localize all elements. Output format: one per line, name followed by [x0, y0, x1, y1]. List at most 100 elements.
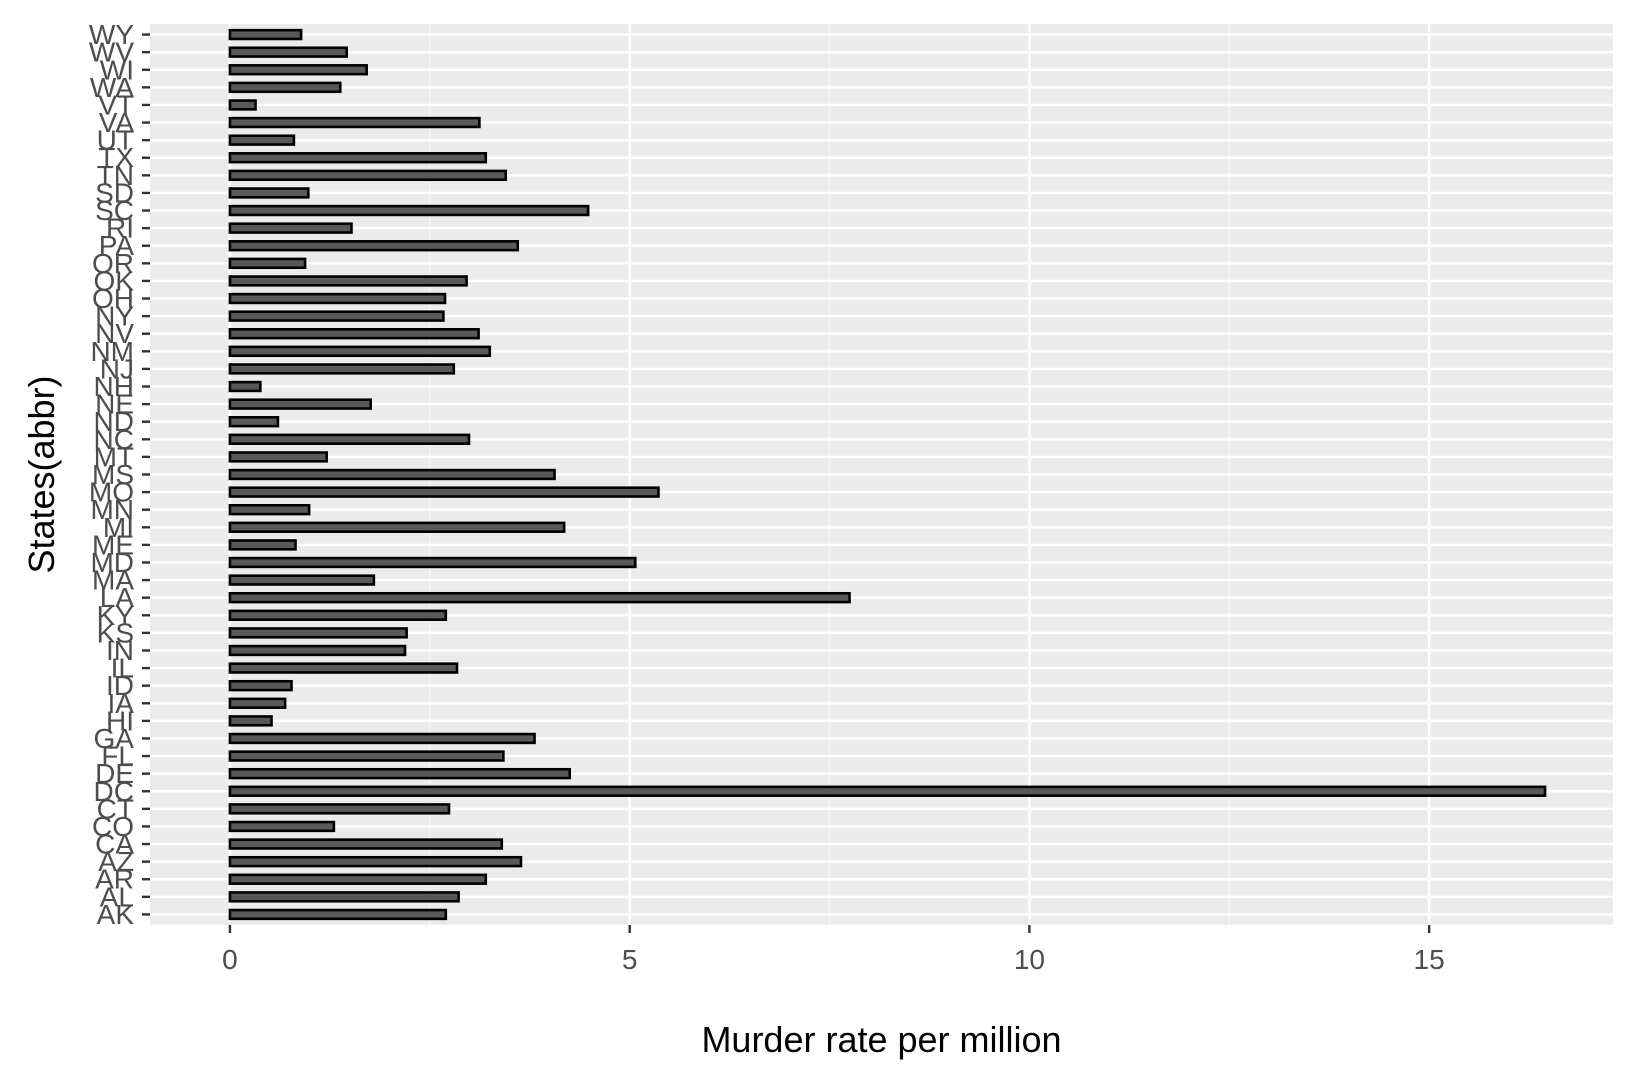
y-tick-label: TN	[97, 160, 134, 191]
y-axis: AKALARAZCACOCTDCDEFLGAHIIAIDILINKSKYLAMA…	[89, 19, 150, 930]
bar-de	[228, 767, 572, 780]
y-tick-label: NE	[95, 389, 134, 420]
y-axis-title: States(abbr)	[21, 375, 62, 573]
bar-md	[228, 556, 637, 569]
bar-ar	[228, 873, 488, 885]
bar-ri	[228, 222, 353, 234]
bar-az	[228, 855, 523, 868]
bar-mo	[228, 486, 660, 498]
y-tick-label: AR	[95, 864, 134, 895]
bar-nd	[228, 416, 280, 428]
y-tick-label: AL	[100, 881, 134, 912]
bar-in	[228, 644, 407, 657]
y-tick-label: IN	[106, 635, 134, 666]
bar-nm	[228, 345, 492, 358]
bar-nh	[228, 380, 262, 393]
bar-mi	[228, 521, 566, 533]
y-tick-label: MT	[94, 441, 134, 472]
bar-id	[228, 679, 293, 692]
y-tick-label: FL	[101, 741, 134, 772]
y-tick-label: WI	[100, 54, 134, 85]
y-tick-label: ID	[106, 670, 134, 701]
y-tick-label: DE	[95, 758, 134, 789]
bar-pa	[228, 240, 520, 252]
y-tick-label: SC	[95, 195, 134, 226]
bar-wv	[228, 46, 348, 58]
y-tick-label: CT	[97, 793, 134, 824]
y-tick-label: TX	[98, 142, 134, 173]
bar-sd	[228, 187, 310, 199]
bar-tn	[228, 169, 508, 182]
bar-ia	[228, 697, 287, 709]
bar-ky	[228, 609, 448, 621]
bar-nj	[228, 363, 456, 375]
y-tick-label: ME	[92, 529, 134, 560]
bar-or	[228, 257, 307, 270]
x-axis-title: Murder rate per million	[701, 1019, 1061, 1060]
y-tick-label: UT	[97, 125, 134, 156]
bar-ok	[228, 275, 468, 287]
bar-va	[228, 116, 481, 129]
bar-wy	[228, 28, 303, 41]
y-tick-label: CO	[92, 811, 134, 842]
bar-ca	[228, 838, 504, 850]
y-tick-label: VA	[99, 107, 135, 138]
y-tick-label: OR	[92, 248, 134, 279]
bar-ga	[228, 732, 536, 745]
bar-sc	[228, 204, 590, 217]
y-tick-label: KY	[97, 600, 135, 631]
y-tick-label: OK	[94, 265, 135, 296]
y-tick-label: MS	[92, 459, 134, 490]
bar-nc	[228, 433, 471, 446]
bar-la	[228, 591, 851, 604]
y-tick-label: IL	[111, 653, 134, 684]
bar-ks	[228, 627, 408, 639]
bar-al	[228, 891, 460, 903]
y-tick-label: RI	[106, 213, 134, 244]
bar-me	[228, 539, 297, 551]
y-tick-label: MN	[90, 494, 134, 525]
bar-vt	[228, 99, 257, 111]
bar-il	[228, 662, 459, 674]
y-tick-label: MI	[103, 512, 134, 543]
y-tick-label: VT	[98, 89, 134, 120]
y-tick-label: SD	[95, 177, 134, 208]
y-tick-label: NV	[95, 318, 134, 349]
y-tick-label: KS	[97, 617, 134, 648]
bar-ne	[228, 398, 372, 410]
y-tick-label: WY	[89, 19, 134, 50]
bar-ny	[228, 310, 445, 322]
x-tick-label: 15	[1414, 944, 1445, 975]
bar-ms	[228, 468, 556, 481]
bar-ut	[228, 134, 296, 146]
bar-hi	[228, 715, 273, 727]
bar-oh	[228, 292, 447, 305]
y-tick-label: HI	[106, 705, 134, 736]
y-tick-label: NC	[94, 424, 134, 455]
y-tick-label: WA	[90, 72, 134, 103]
y-tick-label: MA	[92, 565, 134, 596]
bar-fl	[228, 750, 505, 762]
y-tick-label: CA	[95, 829, 134, 860]
bar-wa	[228, 81, 342, 94]
y-tick-label: AZ	[98, 846, 134, 877]
bar-ct	[228, 803, 451, 815]
y-tick-label: AK	[97, 899, 135, 930]
y-tick-label: GA	[94, 723, 135, 754]
y-tick-label: ND	[94, 406, 134, 437]
y-tick-label: PA	[99, 230, 135, 261]
bar-nv	[228, 328, 480, 340]
bar-tx	[228, 152, 488, 164]
x-tick-label: 0	[222, 944, 238, 975]
bars-group	[228, 28, 1547, 921]
bar-ma	[228, 574, 376, 586]
y-tick-label: MD	[90, 547, 134, 578]
bar-wi	[228, 64, 368, 76]
bar-dc	[228, 785, 1547, 797]
bar-mt	[228, 451, 328, 463]
x-tick-label: 10	[1014, 944, 1045, 975]
y-tick-label: WV	[89, 37, 134, 68]
y-tick-label: NM	[90, 336, 134, 367]
